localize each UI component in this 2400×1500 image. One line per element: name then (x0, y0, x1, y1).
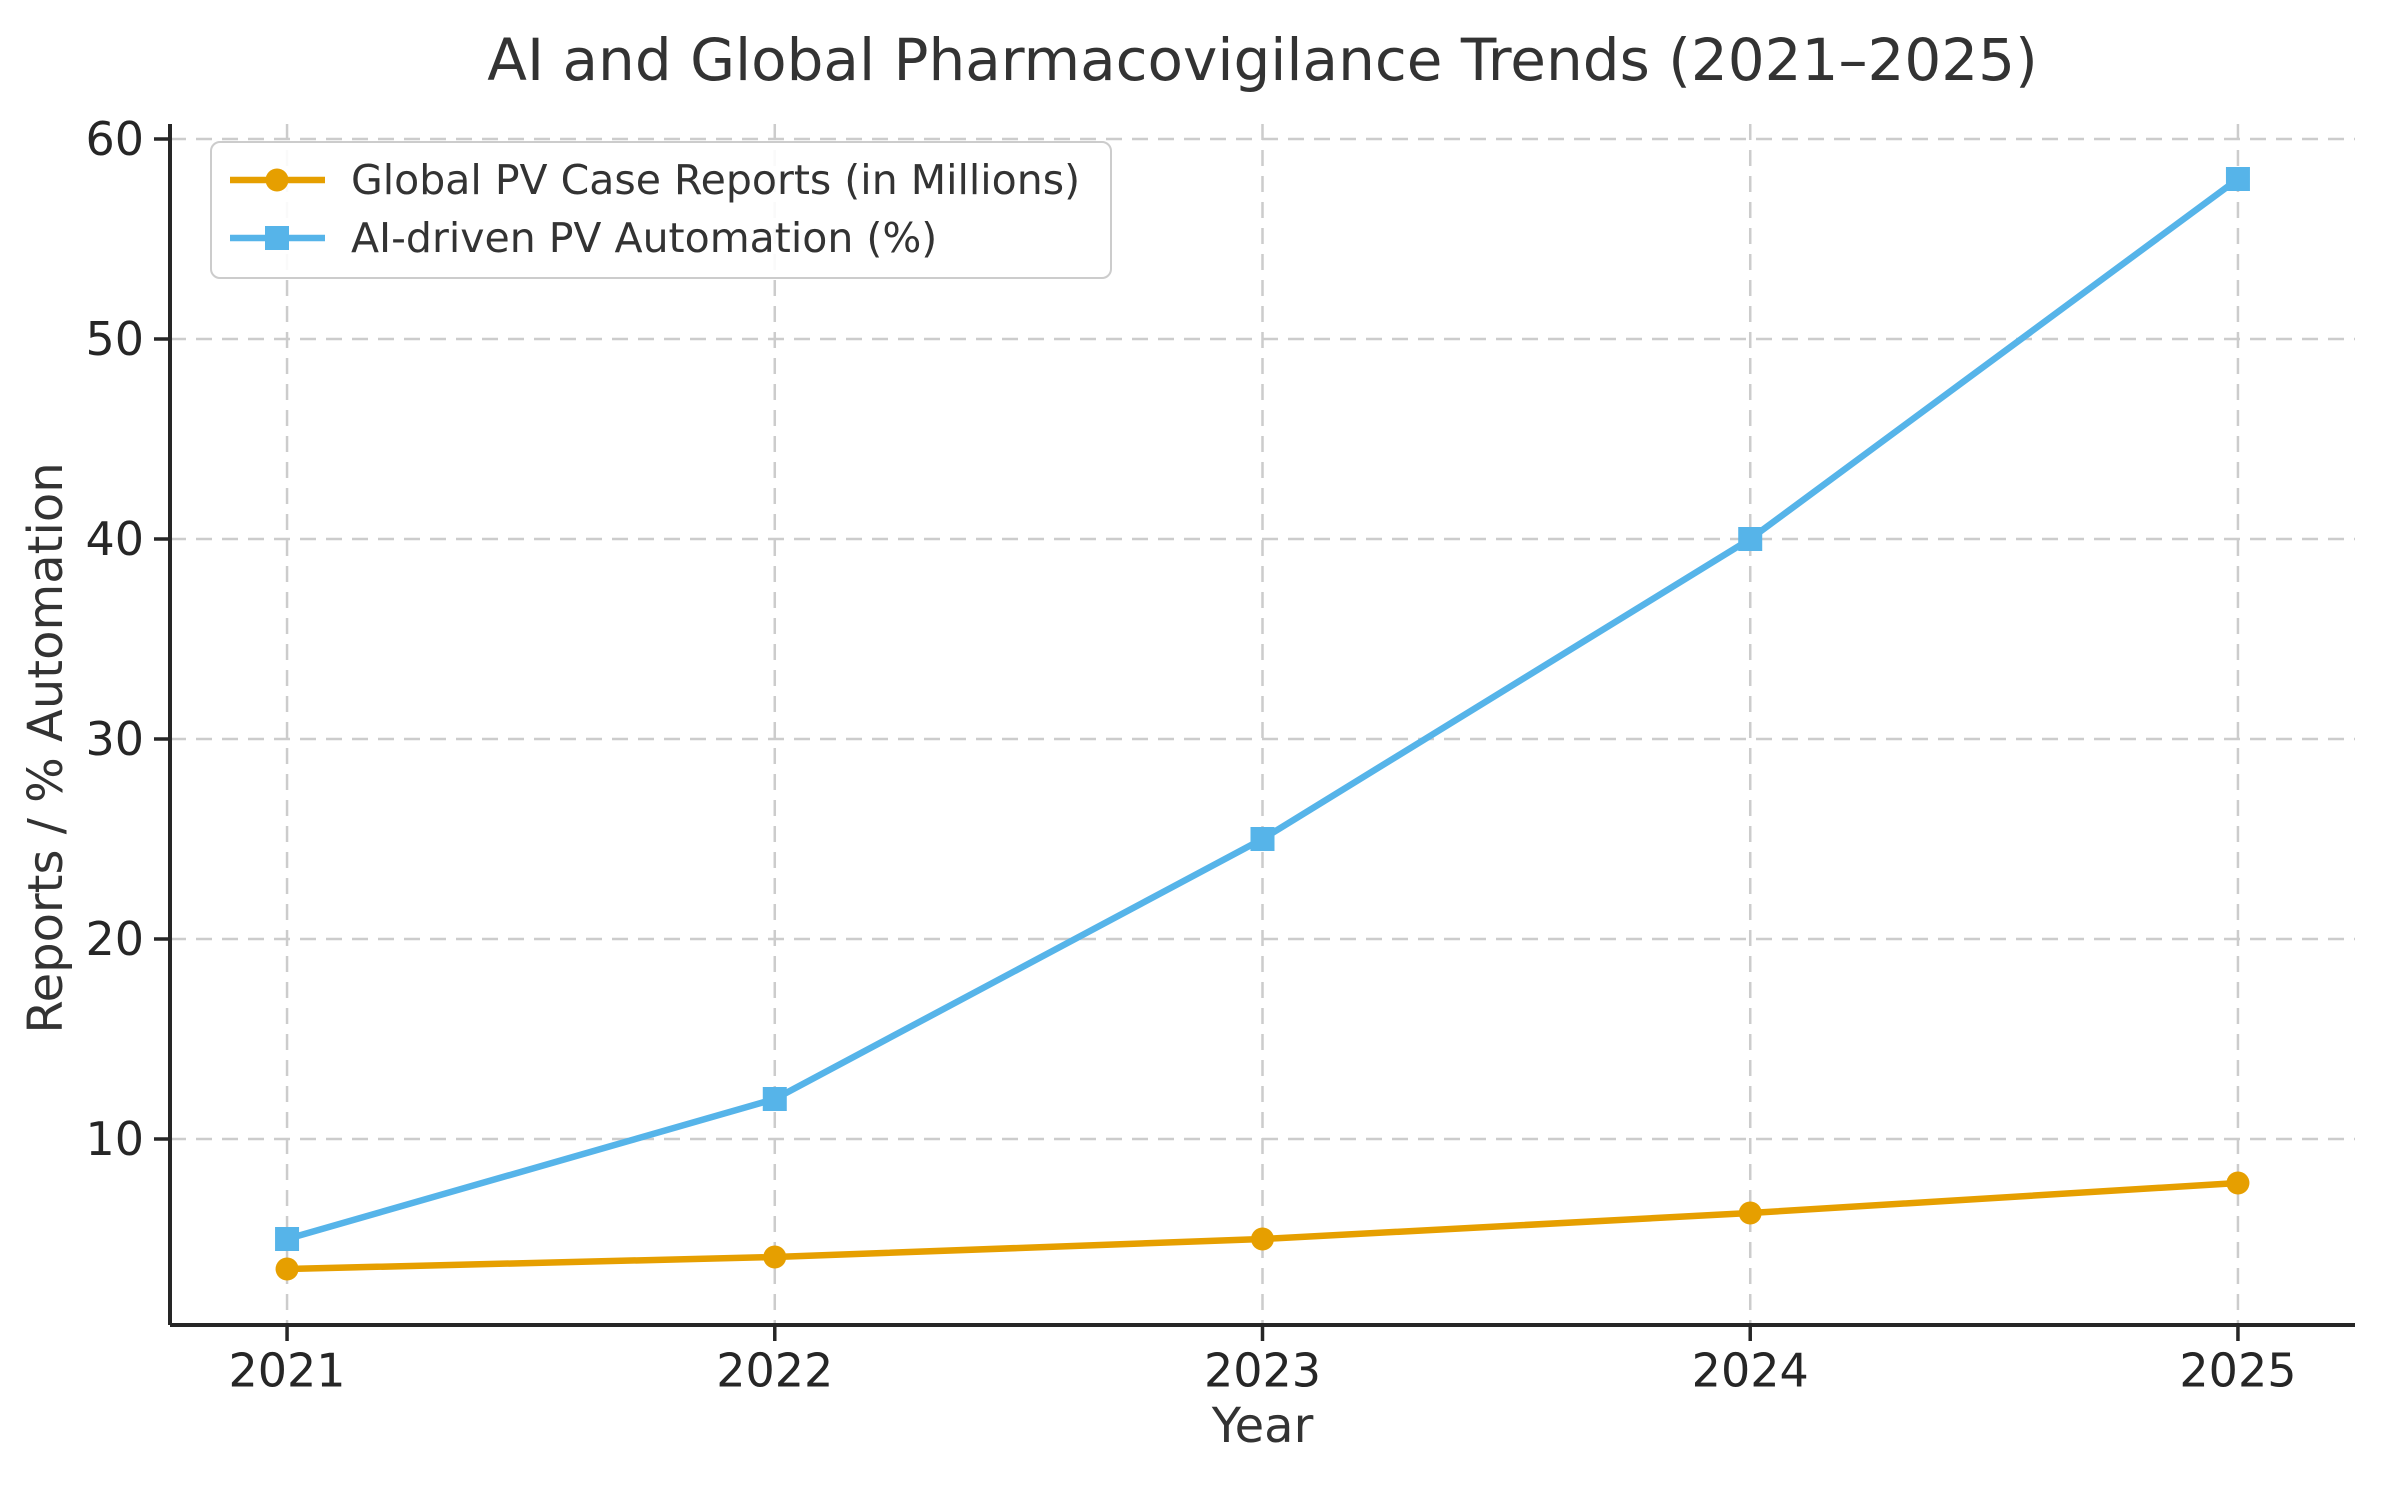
x-tick-label: 2024 (1692, 1343, 1809, 1397)
data-point-circle-pv-reports (763, 1245, 787, 1269)
data-point-square-ai-automation (1738, 527, 1763, 551)
x-tick-label: 2023 (1204, 1343, 1321, 1397)
legend-line-circle-icon (230, 168, 325, 192)
y-axis-label: Reports / % Automation (18, 462, 74, 1034)
y-tick-label: 40 (85, 512, 144, 566)
legend: Global PV Case Reports (in Millions) AI-… (210, 141, 1113, 279)
legend-label-ai-automation: AI-driven PV Automation (%) (351, 214, 938, 262)
y-tick-label: 60 (85, 112, 144, 166)
data-point-square-ai-automation (275, 1227, 300, 1251)
x-tick-label: 2025 (2179, 1343, 2296, 1397)
legend-line-square-icon (230, 226, 325, 250)
data-point-circle-pv-reports (1738, 1201, 1762, 1225)
y-tick-label: 50 (85, 312, 144, 366)
legend-label-pv-reports: Global PV Case Reports (in Millions) (351, 156, 1081, 204)
legend-item-pv-reports: Global PV Case Reports (in Millions) (230, 153, 1080, 207)
chart-title: AI and Global Pharmacovigilance Trends (… (487, 26, 2038, 94)
data-point-circle-pv-reports (2226, 1171, 2250, 1195)
data-point-circle-pv-reports (1251, 1227, 1274, 1251)
x-tick-label: 2022 (716, 1343, 833, 1397)
data-point-square-ai-automation (762, 1087, 787, 1111)
legend-item-ai-automation: AI-driven PV Automation (%) (230, 211, 1080, 265)
data-point-circle-pv-reports (275, 1257, 299, 1281)
y-tick-label: 10 (85, 1112, 144, 1166)
x-tick-label: 2021 (229, 1343, 346, 1397)
data-point-square-ai-automation (2225, 167, 2250, 191)
y-tick-label: 20 (85, 912, 144, 966)
data-point-square-ai-automation (1250, 827, 1275, 851)
x-axis-label: Year (1211, 1398, 1314, 1454)
y-tick-label: 30 (85, 712, 144, 766)
